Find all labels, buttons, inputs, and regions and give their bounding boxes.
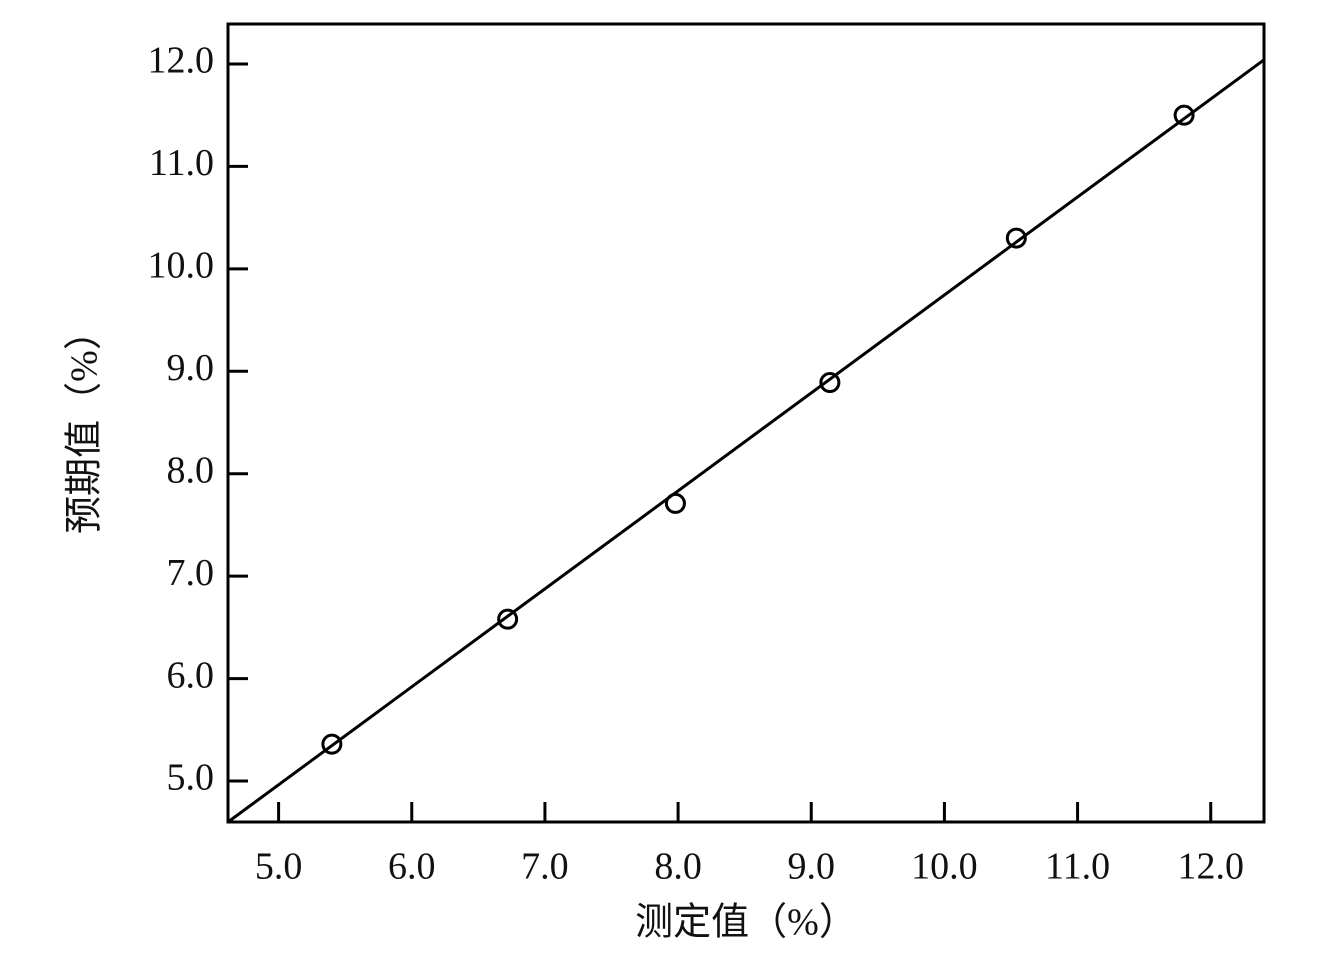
data-point xyxy=(497,608,519,630)
x-tick-label: 10.0 xyxy=(911,846,978,888)
fit-line xyxy=(227,58,1265,824)
data-point xyxy=(321,733,343,755)
data-point xyxy=(1173,104,1195,126)
y-tick-label: 11.0 xyxy=(149,142,214,184)
y-tick-label: 6.0 xyxy=(167,654,215,696)
y-tick-label: 8.0 xyxy=(167,449,215,491)
data-point xyxy=(819,372,841,394)
y-tick-label: 7.0 xyxy=(167,552,215,594)
y-tick-label: 12.0 xyxy=(148,40,215,82)
x-tick-label: 7.0 xyxy=(521,846,569,888)
y-tick-label: 5.0 xyxy=(167,757,215,799)
x-tick-label: 11.0 xyxy=(1045,846,1110,888)
x-tick-label: 9.0 xyxy=(787,846,835,888)
y-axis-label: 预期值（%） xyxy=(64,312,106,534)
y-tick-label: 9.0 xyxy=(167,347,215,389)
x-tick-label: 12.0 xyxy=(1177,846,1244,888)
plot-frame xyxy=(226,22,1266,824)
y-tick-label: 10.0 xyxy=(148,245,215,287)
data-point xyxy=(664,492,686,514)
x-tick-label: 5.0 xyxy=(255,846,303,888)
x-tick-label: 6.0 xyxy=(388,846,436,888)
data-point xyxy=(1005,227,1027,249)
x-tick-label: 8.0 xyxy=(654,846,702,888)
x-axis-label: 测定值（%） xyxy=(635,902,857,944)
